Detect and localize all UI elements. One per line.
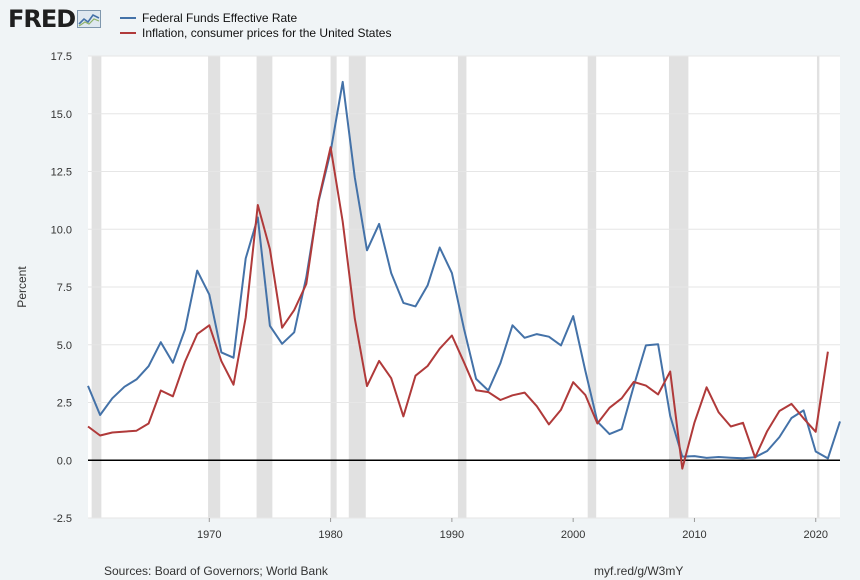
legend-item-fed-funds[interactable]: Federal Funds Effective Rate [120, 10, 391, 25]
y-tick-label-0: -2.5 [53, 513, 72, 525]
y-tick-label-5: 10.0 [51, 224, 72, 236]
x-tick-label-1: 1980 [318, 529, 342, 541]
legend-label-fed-funds: Federal Funds Effective Rate [142, 10, 298, 25]
y-tick-label-7: 15.0 [51, 109, 72, 121]
trend-graph-icon [77, 10, 102, 28]
series-line-1 [87, 146, 829, 470]
y-tick-label-2: 2.5 [57, 398, 72, 410]
y-tick-label-4: 7.5 [57, 282, 72, 294]
x-tick-label-4: 2010 [682, 529, 706, 541]
fred-logo[interactable]: FRED [8, 5, 102, 33]
short-url[interactable]: myf.red/g/W3mY [594, 564, 684, 578]
chart-legend: Federal Funds Effective Rate Inflation, … [120, 10, 391, 40]
line-chart: -2.5 0.0 2.5 5.0 7.5 10.0 12.5 15.0 17.5 1970 198… [15, 51, 841, 541]
y-tick-label-1: 0.0 [57, 455, 72, 467]
legend-item-inflation[interactable]: Inflation, consumer prices for the Unite… [120, 25, 391, 40]
x-tick-label-3: 2000 [561, 529, 585, 541]
y-tick-label-3: 5.0 [57, 340, 72, 352]
y-tick-label-8: 17.5 [51, 51, 72, 63]
series-line-0 [87, 80, 841, 460]
y-axis-title: Percent [15, 266, 29, 308]
legend-swatch-inflation [120, 31, 136, 34]
source-note: Sources: Board of Governors; World Bank [104, 564, 328, 578]
fred-logo-text: FRED [8, 5, 76, 33]
legend-label-inflation: Inflation, consumer prices for the Unite… [142, 25, 392, 40]
series-lines [87, 80, 841, 470]
y-tick-label-6: 12.5 [51, 167, 72, 179]
gridlines [88, 55, 840, 519]
legend-swatch-fed-funds [120, 16, 136, 19]
y-axis-ticks: -2.5 0.0 2.5 5.0 7.5 10.0 12.5 15.0 17.5 [51, 51, 72, 525]
x-tick-label-2: 1990 [440, 529, 464, 541]
x-tick-label-0: 1970 [197, 529, 221, 541]
x-tick-label-5: 2020 [803, 529, 827, 541]
x-axis-ticks: 1970 1980 1990 2000 2010 2020 [197, 518, 828, 541]
